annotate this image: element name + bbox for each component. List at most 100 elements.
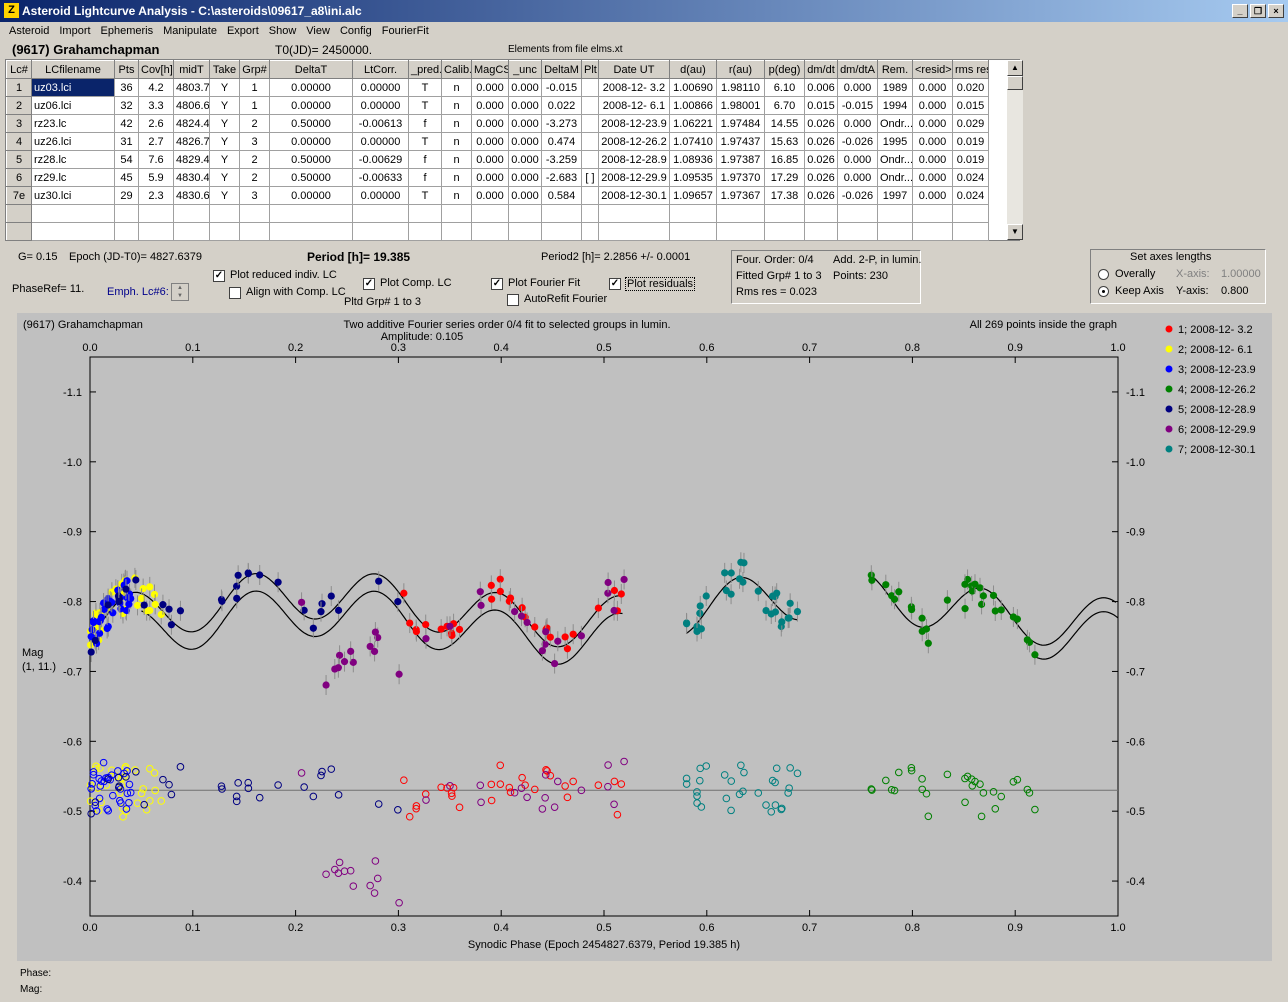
table-cell[interactable]: 0.00000 — [269, 96, 353, 115]
table-cell[interactable]: -0.026 — [837, 132, 878, 151]
table-cell[interactable] — [408, 204, 442, 223]
table-row[interactable] — [6, 204, 989, 223]
table-cell[interactable]: 14.55 — [764, 114, 805, 133]
table-cell[interactable]: Ondr... — [877, 114, 913, 133]
table-cell[interactable]: 4826.7 — [173, 132, 210, 151]
table-cell[interactable] — [581, 150, 599, 169]
table-cell[interactable]: Y — [209, 114, 240, 133]
table-cell[interactable]: Y — [209, 168, 240, 187]
table-cell[interactable]: 29 — [114, 186, 139, 205]
table-cell[interactable]: Y — [209, 132, 240, 151]
table-cell[interactable]: n — [441, 186, 472, 205]
table-cell[interactable]: -0.026 — [837, 186, 878, 205]
table-cell[interactable]: 32 — [114, 96, 139, 115]
lightcurve-table[interactable]: Lc# LCfilename Pts Cov[h] midT Take Grp# DeltaT… — [5, 59, 1023, 241]
table-cell[interactable] — [837, 204, 878, 223]
table-cell[interactable] — [31, 222, 115, 241]
menu-show[interactable]: Show — [268, 25, 297, 37]
table-cell[interactable]: 0.024 — [952, 186, 989, 205]
table-cell[interactable]: 0.006 — [804, 78, 838, 97]
table-cell[interactable] — [209, 222, 240, 241]
table-cell[interactable]: -0.015 — [837, 96, 878, 115]
scroll-up-icon[interactable]: ▲ — [1007, 60, 1023, 76]
table-cell[interactable] — [837, 222, 878, 241]
table-cell[interactable]: 1 — [239, 78, 270, 97]
column-header[interactable]: r(au) — [716, 60, 765, 79]
menu-config[interactable]: Config — [339, 25, 372, 37]
menu-fourierfit[interactable]: FourierFit — [381, 25, 429, 37]
table-cell[interactable] — [952, 204, 989, 223]
table-cell[interactable] — [508, 222, 542, 241]
close-button[interactable]: × — [1268, 4, 1284, 18]
column-header[interactable]: MagCS — [471, 60, 509, 79]
table-cell[interactable]: 0.026 — [804, 186, 838, 205]
table-cell[interactable]: 2.7 — [138, 132, 174, 151]
table-cell[interactable]: Y — [209, 150, 240, 169]
table-cell[interactable] — [598, 204, 670, 223]
table-cell[interactable]: 2 — [239, 114, 270, 133]
table-cell[interactable]: -0.00613 — [352, 114, 409, 133]
table-cell[interactable]: 6.70 — [764, 96, 805, 115]
column-header[interactable]: <resid> — [912, 60, 953, 79]
menu-export[interactable]: Export — [226, 25, 259, 37]
table-cell[interactable]: 0.000 — [912, 78, 953, 97]
table-cell[interactable]: 0.000 — [508, 132, 542, 151]
xaxis-value[interactable]: 1.00000 — [1221, 268, 1261, 280]
table-cell[interactable]: T — [408, 186, 442, 205]
table-scrollbar[interactable]: ▲ ▼ — [1007, 60, 1023, 240]
table-cell[interactable]: n — [441, 150, 472, 169]
table-cell[interactable]: 0.000 — [471, 186, 509, 205]
table-cell[interactable]: 0.022 — [541, 96, 582, 115]
table-cell[interactable] — [138, 222, 174, 241]
table-cell[interactable] — [952, 222, 989, 241]
table-cell[interactable]: 0.50000 — [269, 150, 353, 169]
table-cell[interactable] — [877, 204, 913, 223]
table-cell[interactable]: 1989 — [877, 78, 913, 97]
table-cell[interactable]: 3 — [239, 132, 270, 151]
table-cell[interactable]: -0.015 — [541, 78, 582, 97]
table-cell[interactable]: -3.259 — [541, 150, 582, 169]
table-cell[interactable]: 0.000 — [912, 186, 953, 205]
table-cell[interactable]: 7e — [6, 186, 32, 205]
column-header[interactable]: _pred. — [408, 60, 442, 79]
table-cell[interactable]: 0.026 — [804, 114, 838, 133]
table-cell[interactable] — [541, 204, 582, 223]
table-cell[interactable] — [764, 204, 805, 223]
table-cell[interactable] — [912, 204, 953, 223]
table-cell[interactable]: 1997 — [877, 186, 913, 205]
table-row[interactable] — [6, 222, 989, 241]
column-header[interactable]: Pts — [114, 60, 139, 79]
table-cell[interactable]: 0.020 — [952, 78, 989, 97]
table-row[interactable]: 3 rz23.lc 42 2.6 4824.4 Y 2 0.50000 -0.00613 f n 0.… — [6, 114, 989, 133]
table-cell[interactable] — [669, 222, 717, 241]
table-cell[interactable]: 0.00000 — [269, 132, 353, 151]
table-cell[interactable]: 16.85 — [764, 150, 805, 169]
table-cell[interactable]: 45 — [114, 168, 139, 187]
table-cell[interactable]: 0.00000 — [352, 132, 409, 151]
table-cell[interactable] — [239, 222, 270, 241]
table-cell[interactable]: 0.00000 — [269, 78, 353, 97]
table-cell[interactable]: 1995 — [877, 132, 913, 151]
table-cell[interactable] — [804, 204, 838, 223]
table-cell[interactable]: [ ] — [581, 168, 599, 187]
column-header[interactable]: p(deg) — [764, 60, 805, 79]
table-cell[interactable] — [581, 96, 599, 115]
table-cell[interactable]: 1.97387 — [716, 150, 765, 169]
table-cell[interactable]: 1.08936 — [669, 150, 717, 169]
table-cell[interactable]: -0.00629 — [352, 150, 409, 169]
table-cell[interactable]: rz29.lc — [31, 168, 115, 187]
menu-asteroid[interactable]: Asteroid — [9, 25, 50, 37]
column-header[interactable]: Grp# — [239, 60, 270, 79]
table-cell[interactable]: 2 — [6, 96, 32, 115]
table-cell[interactable]: T — [408, 132, 442, 151]
table-cell[interactable]: -0.00633 — [352, 168, 409, 187]
table-cell[interactable]: 1.97484 — [716, 114, 765, 133]
table-cell[interactable]: uz03.lci — [31, 78, 115, 97]
table-cell[interactable] — [669, 204, 717, 223]
table-cell[interactable]: 0.000 — [837, 114, 878, 133]
table-cell[interactable]: 2008-12-28.9 — [598, 150, 670, 169]
table-cell[interactable]: n — [441, 78, 472, 97]
table-cell[interactable]: 4829.4 — [173, 150, 210, 169]
